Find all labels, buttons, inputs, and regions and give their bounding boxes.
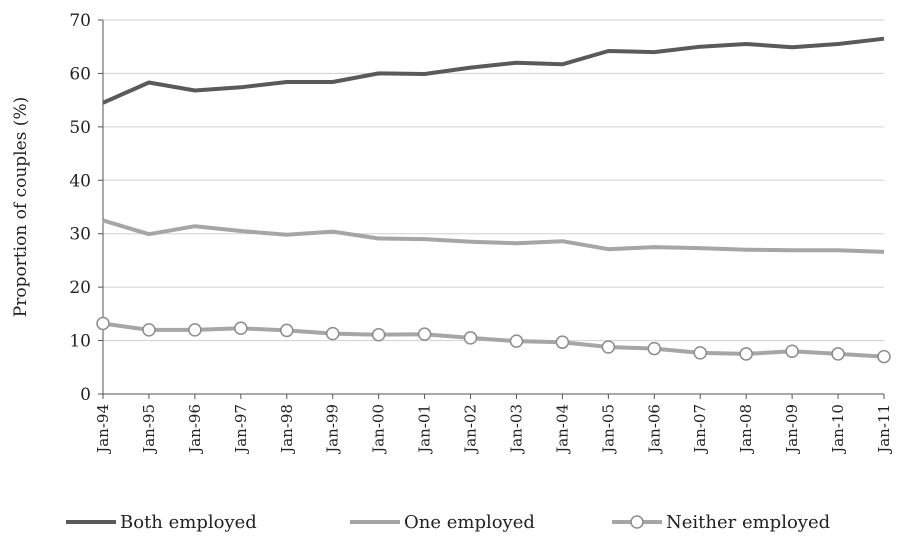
series-line-1 (102, 218, 885, 254)
x-tick-label: Jan-03 (507, 404, 525, 455)
x-tick-label: Jan-98 (278, 404, 296, 455)
data-point (234, 321, 248, 336)
x-tick-label: Jan-05 (599, 404, 617, 455)
gridlines (98, 19, 884, 395)
y-tick-label: 30 (69, 225, 91, 245)
data-point (509, 334, 524, 348)
legend-marker (630, 515, 644, 529)
data-point (417, 327, 432, 341)
y-tick-labels: 0 10 20 30 40 50 60 70 (69, 11, 91, 405)
y-tick-label: 40 (69, 171, 91, 191)
x-tick-label: Jan-00 (370, 404, 388, 455)
x-tick-label: Jan-02 (462, 404, 480, 455)
x-tick-label: Jan-97 (232, 404, 250, 455)
data-point (463, 331, 478, 345)
data-point (142, 323, 156, 337)
axes (102, 20, 885, 399)
data-point (325, 326, 340, 341)
y-tick-label: 10 (69, 332, 91, 352)
x-tick-label: Jan-09 (783, 404, 801, 455)
x-tick-label: Jan-10 (829, 404, 847, 455)
y-tick-label: 20 (69, 278, 91, 298)
data-point (785, 344, 799, 359)
data-point (555, 335, 570, 349)
x-tick-label: Jan-08 (737, 404, 755, 455)
data-point (96, 316, 110, 331)
legend-label: Both employed (120, 512, 257, 533)
x-tick-label: Jan-07 (691, 404, 709, 455)
series-line-2 (102, 321, 885, 359)
data-point (371, 327, 386, 342)
data-point (831, 347, 845, 361)
x-tick-label: Jan-01 (416, 404, 434, 455)
y-tick-label: 70 (69, 11, 91, 31)
y-tick-label: 0 (80, 385, 91, 405)
x-tick-labels: Jan-94 Jan-95 Jan-96 Jan-97 Jan-98 Jan-99 Jan-… (94, 404, 893, 455)
x-tick-label: Jan-95 (140, 404, 158, 455)
data-point (647, 341, 662, 356)
legend-label: Neither employed (666, 512, 830, 533)
x-tick-label: Jan-99 (324, 404, 342, 455)
x-tick-label: Jan-04 (553, 404, 571, 455)
data-point (739, 347, 753, 361)
legend-label: One employed (404, 512, 535, 533)
x-tick-label: Jan-06 (645, 404, 663, 455)
data-point (693, 346, 707, 360)
x-tick-label: Jan-94 (94, 404, 112, 455)
legend: Both employed One employed Neither employe… (66, 512, 830, 533)
data-point (601, 340, 616, 354)
data-point (877, 349, 891, 364)
y-axis-label: Proportion of couples (%) (11, 97, 31, 317)
data-point (280, 323, 294, 338)
y-tick-label: 60 (69, 64, 91, 84)
data-point (188, 323, 202, 337)
x-tick-label: Jan-11 (875, 404, 893, 455)
y-tick-label: 50 (69, 118, 91, 138)
x-tick-label: Jan-96 (186, 404, 204, 455)
series-lines (96, 36, 891, 364)
series-line-0 (102, 36, 885, 105)
